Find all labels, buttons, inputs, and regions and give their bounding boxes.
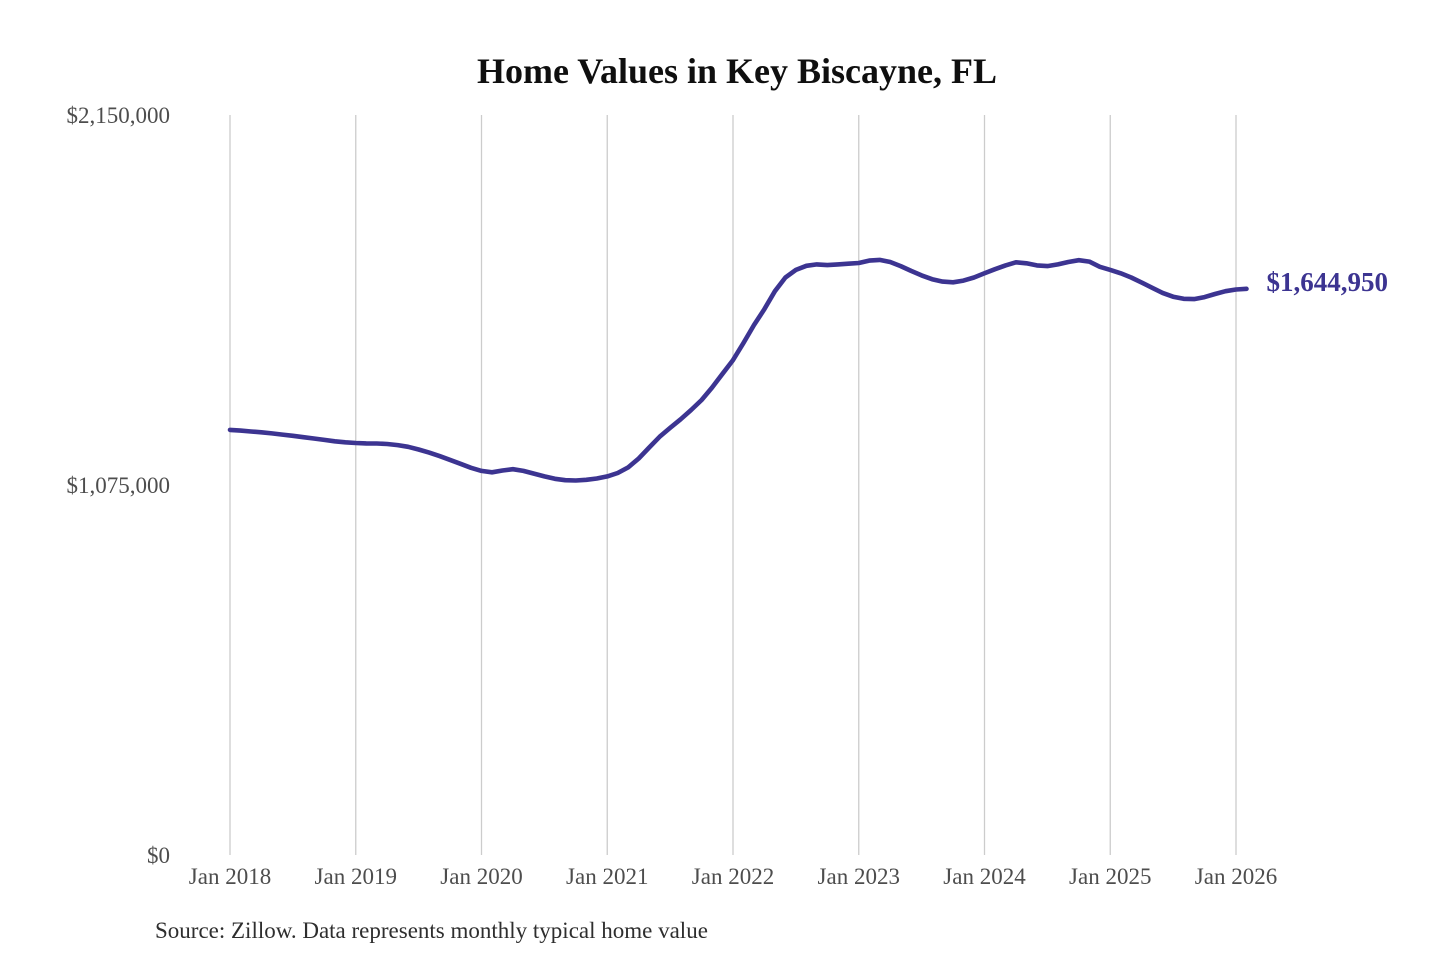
x-tick-label: Jan 2019 bbox=[315, 864, 397, 889]
chart-title: Home Values in Key Biscayne, FL bbox=[477, 51, 997, 91]
x-tick-label: Jan 2020 bbox=[440, 864, 522, 889]
y-tick-label: $0 bbox=[147, 843, 170, 868]
x-tick-label: Jan 2022 bbox=[692, 864, 774, 889]
latest-value-label: $1,644,950 bbox=[1267, 267, 1389, 297]
x-tick-label: Jan 2021 bbox=[566, 864, 648, 889]
y-tick-label: $1,075,000 bbox=[67, 473, 171, 498]
source-note: Source: Zillow. Data represents monthly … bbox=[155, 918, 708, 943]
x-tick-label: Jan 2024 bbox=[943, 864, 1026, 889]
y-tick-label: $2,150,000 bbox=[67, 103, 171, 128]
x-tick-label: Jan 2026 bbox=[1195, 864, 1277, 889]
gridlines-group bbox=[229, 115, 1237, 855]
y-axis-labels: $0 $1,075,000 $2,150,000 bbox=[67, 103, 171, 868]
home-value-line bbox=[227, 257, 1249, 483]
x-axis-labels: Jan 2018 Jan 2019 Jan 2020 Jan 2021 Jan 2022… bbox=[189, 864, 1277, 889]
x-tick-label: Jan 2023 bbox=[818, 864, 900, 889]
x-tick-label: Jan 2018 bbox=[189, 864, 271, 889]
x-tick-label: Jan 2025 bbox=[1069, 864, 1151, 889]
